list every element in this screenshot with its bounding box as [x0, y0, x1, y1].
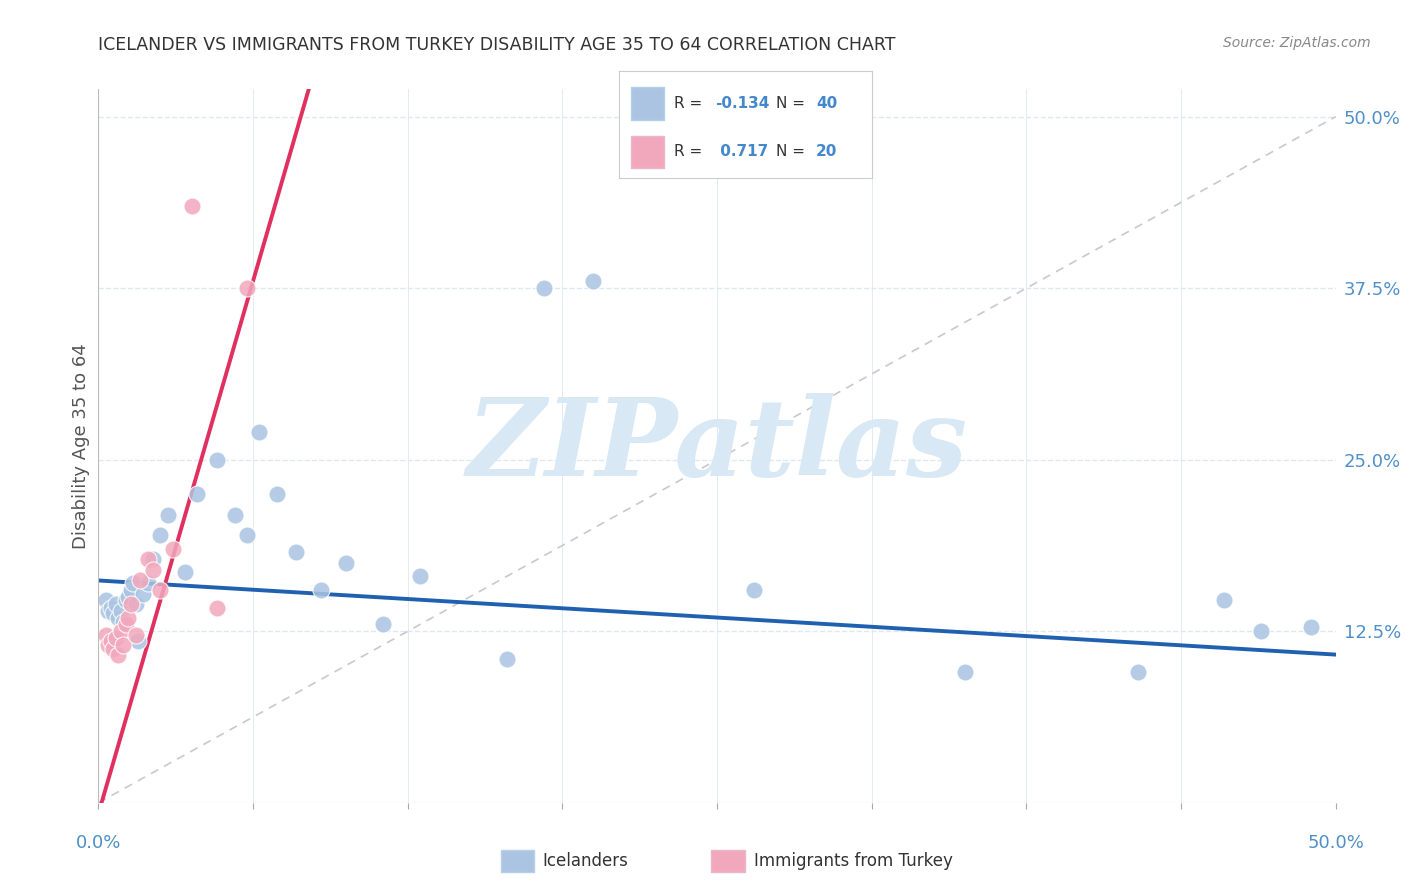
Text: ZIPatlas: ZIPatlas	[467, 393, 967, 499]
Point	[156, 508, 179, 522]
Point	[124, 628, 146, 642]
Point	[309, 583, 332, 598]
Point	[149, 528, 172, 542]
Point	[149, 583, 172, 598]
Point	[582, 274, 605, 288]
Point	[953, 665, 976, 680]
Point	[120, 597, 142, 611]
Point	[100, 601, 122, 615]
Point	[186, 487, 208, 501]
Point	[1213, 592, 1236, 607]
Point	[1126, 665, 1149, 680]
Point	[112, 638, 135, 652]
Text: Icelanders: Icelanders	[543, 852, 628, 870]
Point	[142, 551, 165, 566]
Point	[114, 617, 136, 632]
Point	[94, 628, 117, 642]
Point	[247, 425, 270, 440]
Point	[97, 638, 120, 652]
Text: 0.717: 0.717	[714, 145, 768, 159]
Point	[142, 562, 165, 576]
Point	[112, 615, 135, 629]
Text: Source: ZipAtlas.com: Source: ZipAtlas.com	[1223, 36, 1371, 50]
Point	[97, 604, 120, 618]
Point	[104, 597, 127, 611]
FancyBboxPatch shape	[631, 136, 664, 168]
Point	[103, 642, 125, 657]
Point	[1250, 624, 1272, 639]
Text: 0.0%: 0.0%	[76, 834, 121, 852]
Point	[136, 551, 159, 566]
Text: R =: R =	[675, 96, 707, 111]
Text: Immigrants from Turkey: Immigrants from Turkey	[754, 852, 952, 870]
Point	[132, 587, 155, 601]
Y-axis label: Disability Age 35 to 64: Disability Age 35 to 64	[72, 343, 90, 549]
Point	[107, 610, 129, 624]
Point	[110, 604, 132, 618]
Point	[124, 597, 146, 611]
Point	[104, 631, 127, 645]
Point	[174, 566, 197, 580]
Point	[107, 648, 129, 662]
FancyBboxPatch shape	[631, 87, 664, 120]
Text: ICELANDER VS IMMIGRANTS FROM TURKEY DISABILITY AGE 35 TO 64 CORRELATION CHART: ICELANDER VS IMMIGRANTS FROM TURKEY DISA…	[98, 36, 896, 54]
Point	[285, 544, 308, 558]
FancyBboxPatch shape	[501, 849, 534, 872]
Point	[181, 199, 204, 213]
Point	[127, 633, 149, 648]
Text: N =: N =	[776, 145, 810, 159]
Point	[129, 574, 152, 588]
Point	[205, 601, 228, 615]
Point	[136, 576, 159, 591]
Point	[495, 651, 517, 665]
Text: 40: 40	[815, 96, 838, 111]
Text: N =: N =	[776, 96, 810, 111]
Point	[236, 281, 259, 295]
Point	[205, 452, 228, 467]
Text: 50.0%: 50.0%	[1308, 834, 1364, 852]
Point	[117, 590, 139, 604]
Point	[266, 487, 288, 501]
FancyBboxPatch shape	[711, 849, 745, 872]
Point	[114, 592, 136, 607]
Point	[409, 569, 432, 583]
Point	[120, 583, 142, 598]
Point	[117, 610, 139, 624]
Point	[122, 576, 145, 591]
Point	[100, 633, 122, 648]
Text: 20: 20	[815, 145, 838, 159]
Text: -0.134: -0.134	[714, 96, 769, 111]
Point	[371, 617, 394, 632]
Text: R =: R =	[675, 145, 707, 159]
Point	[224, 508, 246, 522]
Point	[103, 607, 125, 621]
Point	[236, 528, 259, 542]
Point	[110, 624, 132, 639]
Point	[162, 541, 184, 556]
Point	[335, 556, 357, 570]
Point	[742, 583, 765, 598]
Point	[1299, 620, 1322, 634]
Point	[533, 281, 555, 295]
Point	[94, 592, 117, 607]
